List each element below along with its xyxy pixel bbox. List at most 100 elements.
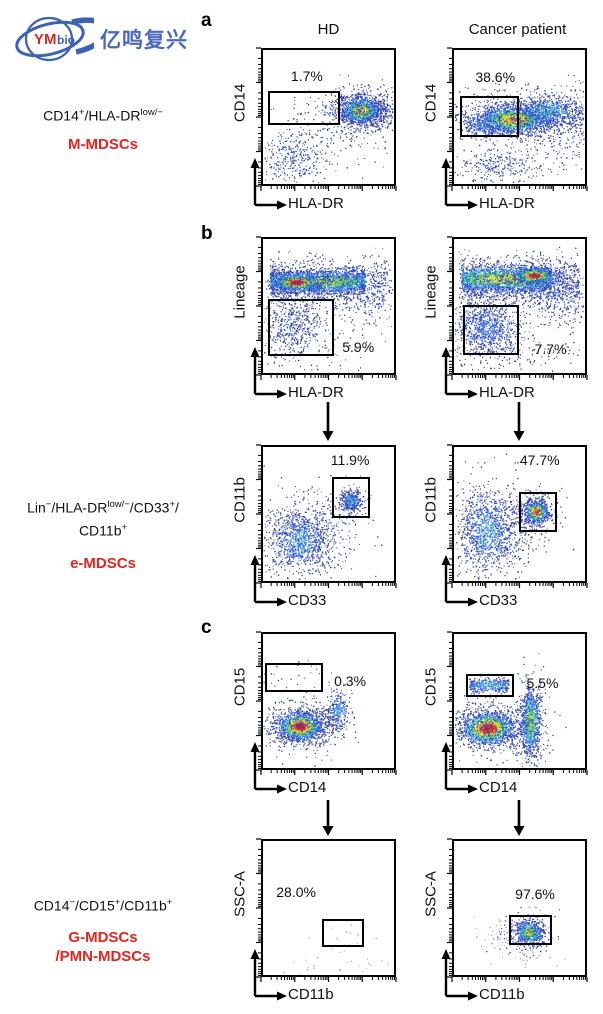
x-axis-label-a-hd: HLA-DR <box>288 195 344 212</box>
plot-frame-a-hd <box>261 48 396 186</box>
x-axis-label-b-cd33-cancer: CD33 <box>479 592 518 609</box>
axis-arrows-c-cd15-cancer <box>441 742 478 794</box>
panel-letter-a: a <box>201 10 212 31</box>
scatter-dots-b-lineage-hd <box>263 239 394 373</box>
axis-arrows-b-lineage-cancer <box>441 347 478 399</box>
marker-definition-c: CD14−/CD15+/CD11b+ <box>33 897 173 914</box>
y-axis-label-c-ssc-hd: SSC-A <box>231 871 249 918</box>
flow-plot-c-ssc-cancer: 97.6% SSC-A CD11b <box>423 838 588 1003</box>
plot-frame-c-cd15-hd <box>261 632 396 770</box>
gate-percentage-b-cd33-cancer: 47.7% <box>519 452 560 469</box>
flow-plot-a-hd: 1.7% CD14 HLA-DR <box>232 47 397 212</box>
column-title-hd: HD <box>317 21 340 38</box>
scatter-dots-a-hd <box>263 50 394 184</box>
plot-frame-b-lineage-hd <box>261 237 396 375</box>
mdsc-type-b: e-MDSCs <box>70 555 136 573</box>
flow-plot-c-cd15-cancer: 5.5% CD15 CD14 <box>423 631 588 796</box>
plot-frame-b-lineage-cancer <box>452 237 587 375</box>
gate-percentage-c-ssc-hd: 28.0% <box>276 884 316 901</box>
panel-letter-c: c <box>201 617 212 638</box>
y-axis-label-a-hd: CD14 <box>231 84 249 123</box>
y-axis-label-b-cd33-hd: CD11b <box>231 477 249 523</box>
plot-frame-b-cd33-hd <box>261 445 396 583</box>
y-axis-label-c-cd15-cancer: CD15 <box>422 668 440 707</box>
mdsc-type-c: G-MDSCs/PMN-MDSCs <box>55 928 151 965</box>
scatter-dots-b-cd33-hd <box>263 447 394 581</box>
scatter-dots-c-ssc-hd <box>263 841 394 975</box>
gating-flow-arrow-3 <box>513 800 525 836</box>
scatter-dots-c-cd15-cancer <box>454 634 585 768</box>
panel-letter-b: b <box>201 223 213 244</box>
flow-plot-b-lineage-hd: 5.9% Lineage HLA-DR <box>232 236 397 401</box>
y-axis-label-c-ssc-cancer: SSC-A <box>422 871 440 918</box>
gate-rectangle-c-ssc-hd <box>321 919 364 947</box>
gate-percentage-c-cd15-cancer: 5.5% <box>526 675 559 692</box>
flow-plot-b-cd33-cancer: 47.7% CD11b CD33 <box>423 444 588 609</box>
gate-percentage-a-hd: 1.7% <box>290 67 323 84</box>
x-axis-label-b-lineage-cancer: HLA-DR <box>479 384 535 401</box>
axis-ticks-b-cd33-cancer <box>447 444 588 588</box>
x-axis-label-b-lineage-hd: HLA-DR <box>288 384 344 401</box>
gate-rectangle-b-cd33-hd <box>332 477 371 518</box>
gate-percentage-b-cd33-hd: 11.9% <box>330 452 370 469</box>
plot-frame-a-cancer <box>452 48 587 186</box>
gating-flow-arrow-2 <box>322 800 334 836</box>
gate-percentage-c-ssc-cancer: 97.6% <box>515 885 555 902</box>
x-axis-label-c-ssc-cancer: CD11b <box>479 986 525 1003</box>
plot-frame-c-ssc-hd <box>261 839 396 977</box>
axis-ticks-b-cd33-hd <box>256 444 397 588</box>
gate-percentage-c-cd15-hd: 0.3% <box>334 672 367 689</box>
side-label-panel-c: CD14−/CD15+/CD11b+ G-MDSCs/PMN-MDSCs <box>0 893 206 966</box>
gating-flow-arrow-0 <box>322 402 334 441</box>
flow-plot-b-cd33-hd: 11.9% CD11b CD33 <box>232 444 397 609</box>
gate-percentage-b-lineage-hd: 5.9% <box>342 339 375 356</box>
axis-arrows-c-cd15-hd <box>250 742 287 794</box>
side-label-panel-b: Lin−/HLA-DRlow/−/CD33+/CD11b+ e-MDSCs <box>0 495 206 573</box>
axis-arrows-b-cd33-cancer <box>441 555 478 607</box>
flow-plot-b-lineage-cancer: 7.7% Lineage HLA-DR <box>423 236 588 401</box>
axis-arrows-b-lineage-hd <box>250 347 287 399</box>
gate-rectangle-b-cd33-cancer <box>518 491 557 533</box>
company-logo: YM bio 亿鸣复兴 <box>10 11 188 67</box>
logo-bio-text: bio <box>57 33 75 47</box>
x-axis-label-c-cd15-hd: CD14 <box>288 779 327 796</box>
column-title-cancer: Cancer patient <box>468 21 567 38</box>
mdsc-type-a: M-MDSCs <box>68 135 138 153</box>
gate-percentage-a-cancer: 38.6% <box>475 68 516 85</box>
axis-ticks-a-hd <box>256 47 397 191</box>
axis-arrows-a-cancer <box>441 158 478 210</box>
scatter-dots-a-cancer <box>454 50 585 184</box>
axis-arrows-a-hd <box>250 158 287 210</box>
plot-frame-c-ssc-cancer <box>452 839 587 977</box>
gate-rectangle-c-cd15-cancer <box>466 674 515 697</box>
y-axis-label-a-cancer: CD14 <box>422 84 440 123</box>
axis-ticks-c-ssc-cancer <box>447 838 588 982</box>
side-label-panel-a: CD14+/HLA-DRlow/− M-MDSCs <box>0 103 206 154</box>
plot-frame-b-cd33-cancer <box>452 445 587 583</box>
axis-ticks-c-cd15-cancer <box>447 631 588 775</box>
gate-rectangle-a-cancer <box>459 96 520 138</box>
gate-rectangle-b-lineage-cancer <box>463 304 520 355</box>
x-axis-label-a-cancer: HLA-DR <box>479 195 535 212</box>
marker-definition-a: CD14+/HLA-DRlow/− <box>43 107 163 124</box>
plot-frame-c-cd15-cancer <box>452 632 587 770</box>
y-axis-label-c-cd15-hd: CD15 <box>231 668 249 707</box>
axis-arrows-b-cd33-hd <box>250 555 287 607</box>
logo-company-name: 亿鸣复兴 <box>100 29 188 52</box>
flow-plot-a-cancer: 38.6% CD14 HLA-DR <box>423 47 588 212</box>
gating-flow-arrow-1 <box>513 402 525 441</box>
axis-ticks-a-cancer <box>447 47 588 191</box>
gate-rectangle-c-cd15-hd <box>264 662 324 693</box>
flow-plot-c-cd15-hd: 0.3% CD15 CD14 <box>232 631 397 796</box>
axis-ticks-b-lineage-hd <box>256 236 397 380</box>
gate-rectangle-c-ssc-cancer <box>509 914 553 945</box>
y-axis-label-b-lineage-cancer: Lineage <box>422 265 440 319</box>
globe-logo-icon: YM bio <box>15 16 94 62</box>
axis-ticks-c-ssc-hd <box>256 838 397 982</box>
scatter-dots-c-cd15-hd <box>263 634 394 768</box>
logo-ym-text: YM <box>34 31 57 48</box>
axis-ticks-b-lineage-cancer <box>447 236 588 380</box>
x-axis-label-b-cd33-hd: CD33 <box>288 592 327 609</box>
marker-definition-b: Lin−/HLA-DRlow/−/CD33+/CD11b+ <box>27 499 179 539</box>
